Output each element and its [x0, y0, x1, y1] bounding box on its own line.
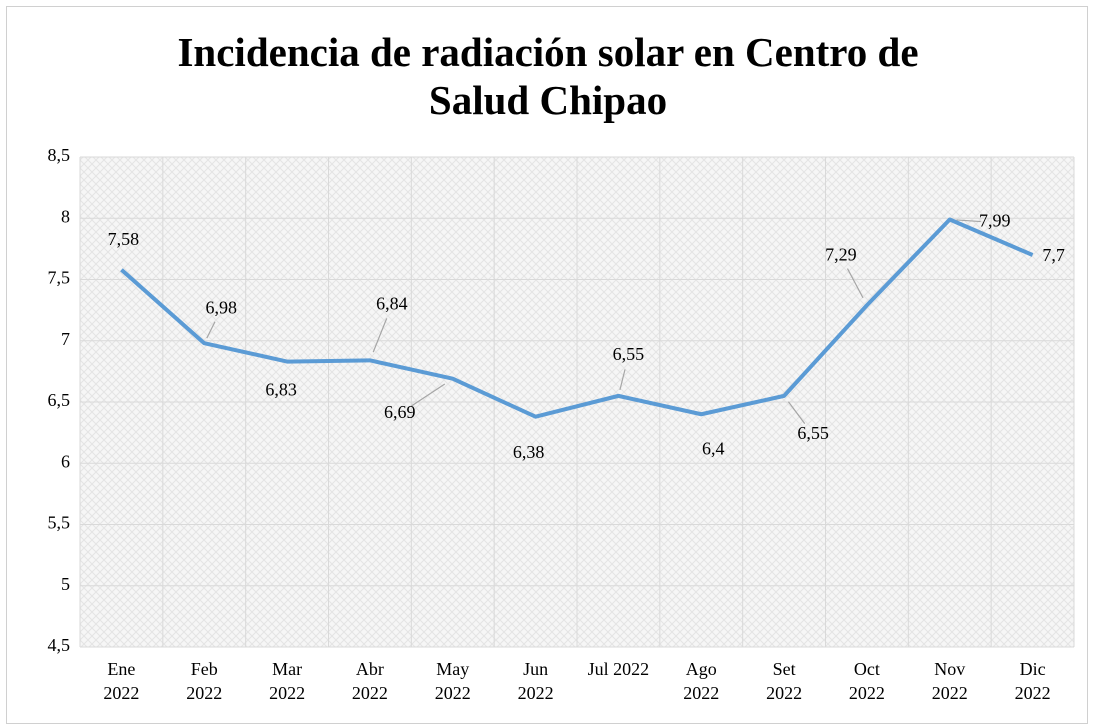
x-tick-label: Nov 2022: [931, 659, 968, 703]
leader-line: [411, 383, 446, 407]
x-tick-label: Abr 2022: [351, 659, 388, 703]
chart-frame: [6, 6, 1088, 724]
x-tick-label: Ene 2022: [103, 659, 140, 703]
y-tick-label: 4,5: [48, 635, 71, 655]
data-label: 6,84: [376, 293, 408, 313]
data-label: 6,98: [206, 297, 238, 317]
y-tick-label: 5,5: [48, 513, 71, 533]
data-label: 6,83: [265, 380, 297, 400]
x-tick-label: Set 2022: [766, 659, 803, 703]
leader-line: [372, 318, 388, 353]
y-tick-label: 7,5: [48, 268, 71, 288]
leader-line: [846, 268, 864, 299]
leader-line: [787, 401, 806, 424]
data-label: 6,55: [613, 344, 645, 364]
y-tick-label: 7: [61, 329, 70, 349]
y-tick-label: 6,5: [48, 390, 71, 410]
data-label: 7,99: [979, 211, 1011, 231]
leader-line: [956, 219, 981, 223]
data-label: 7,29: [825, 244, 857, 264]
x-tick-label: Jun 2022: [517, 659, 554, 703]
x-tick-label: Oct 2022: [848, 659, 885, 703]
x-tick-label: Dic 2022: [1014, 659, 1051, 703]
leader-line: [619, 369, 626, 391]
y-tick-label: 5: [61, 574, 70, 594]
data-label: 6,38: [513, 442, 545, 462]
x-tick-label: Ago 2022: [683, 659, 720, 703]
y-tick-label: 8,5: [48, 145, 71, 165]
x-tick-label: Feb 2022: [186, 659, 223, 703]
line-series: [120, 217, 1034, 419]
y-tick-label: 8: [61, 206, 70, 226]
leader-line: [206, 321, 216, 339]
data-label: 7,58: [108, 229, 140, 249]
data-label: 6,55: [797, 423, 829, 443]
chart-title: Incidencia de radiación solar en Centro …: [177, 29, 919, 123]
x-tick-label: Jul 2022: [587, 659, 650, 679]
x-tick-label: May 2022: [434, 659, 471, 703]
data-label: 6,69: [384, 402, 416, 422]
data-label: 6,4: [702, 438, 725, 458]
x-tick-label: Mar 2022: [269, 659, 306, 703]
data-label: 7,7: [1042, 245, 1065, 265]
y-tick-label: 6: [61, 451, 70, 471]
